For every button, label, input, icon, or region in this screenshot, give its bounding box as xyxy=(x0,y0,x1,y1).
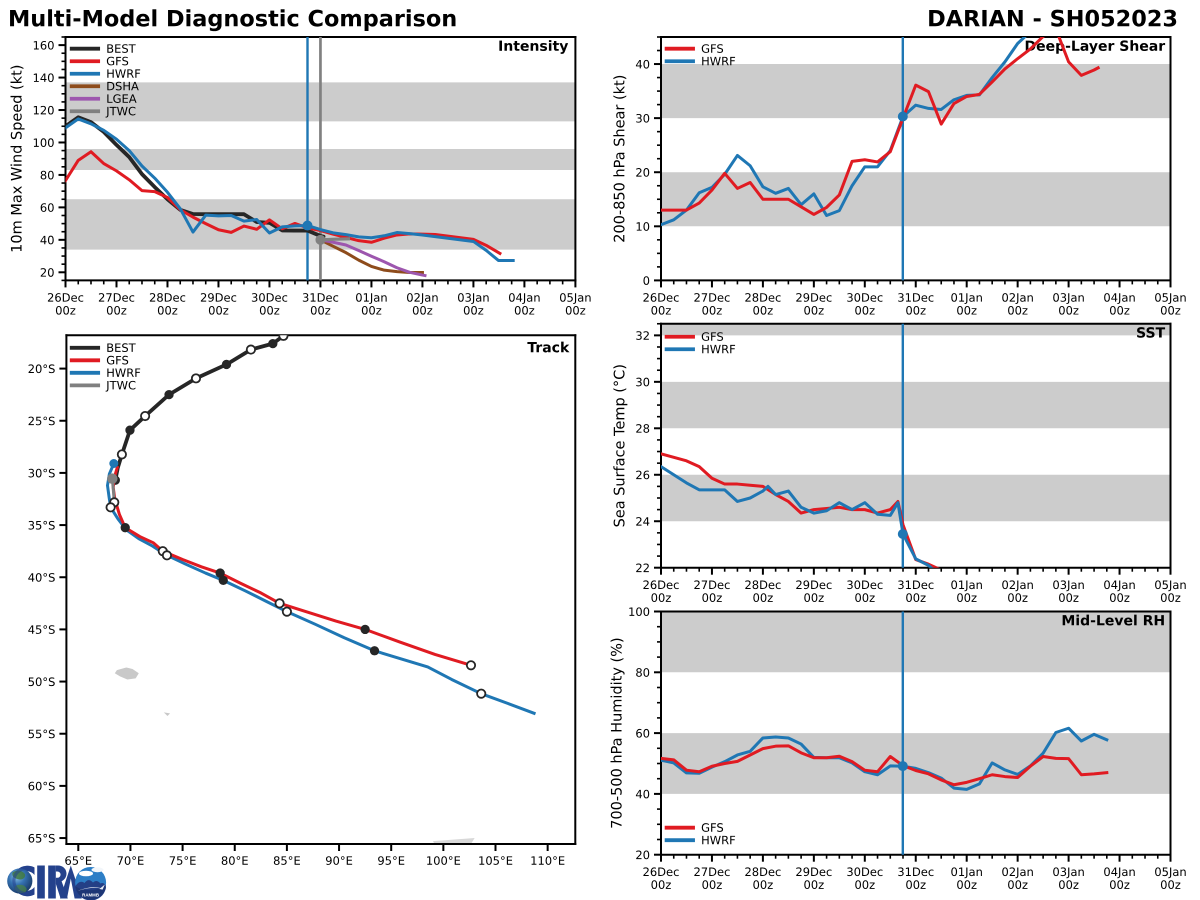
svg-text:RAMMB: RAMMB xyxy=(82,893,99,898)
